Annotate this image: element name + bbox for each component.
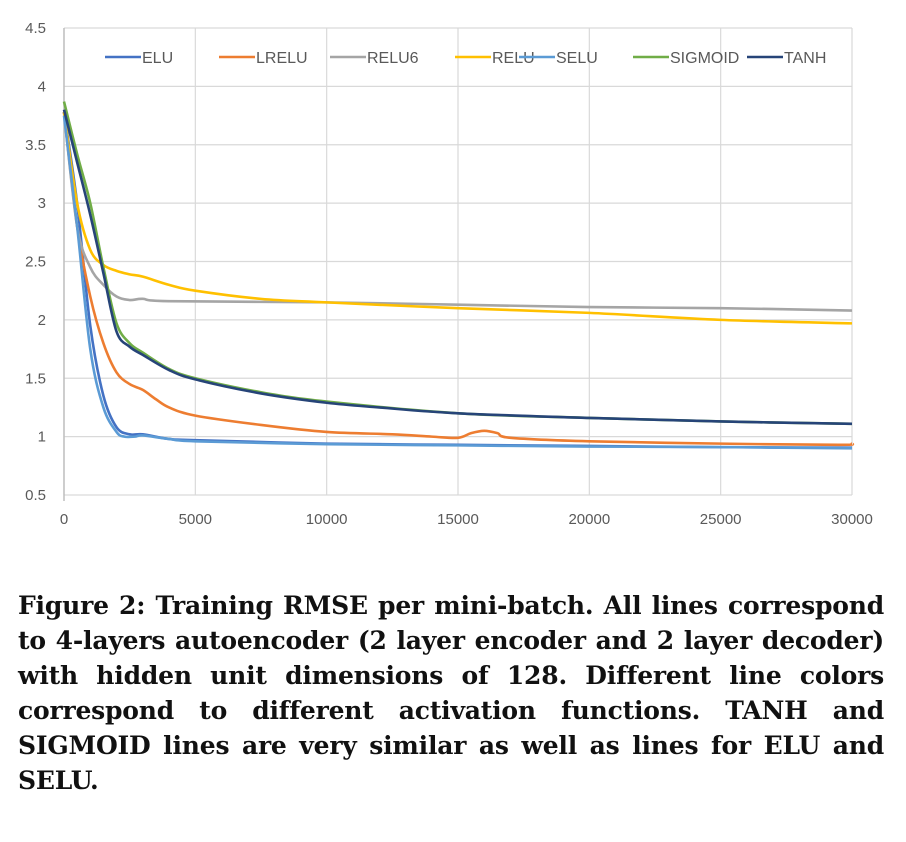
y-tick-label: 4 (38, 78, 46, 95)
legend-label: ELU (142, 50, 173, 67)
y-tick-label: 4.5 (25, 20, 46, 37)
y-tick-label: 3.5 (25, 137, 46, 154)
y-tick-label: 2.5 (25, 254, 46, 271)
x-tick-label: 15000 (437, 511, 479, 528)
series-line-relu (62, 111, 853, 325)
legend-label: TANH (784, 50, 826, 67)
x-tick-label: 10000 (306, 511, 348, 528)
y-tick-label: 2 (38, 312, 46, 329)
x-tick-label: 25000 (700, 511, 742, 528)
legend-label: RELU6 (367, 50, 419, 67)
legend-label: LRELU (256, 50, 308, 67)
legend-label: RELU (492, 50, 535, 67)
legend-label: SELU (556, 50, 598, 67)
x-tick-label: 0 (60, 511, 68, 528)
series-lines (62, 101, 855, 450)
y-tick-label: 0.5 (25, 487, 46, 504)
series-line-relu6 (62, 111, 853, 312)
series-line-tanh (62, 109, 853, 426)
y-tick-label: 3 (38, 195, 46, 212)
series-line-lrelu (62, 111, 855, 447)
y-tick-label: 1.5 (25, 370, 46, 387)
legend: ELU LRELU RELU6 RELU SELU SIGMOID TANH (105, 50, 826, 67)
figure-caption: Figure 2: Training RMSE per mini-batch. … (18, 591, 884, 795)
tick-labels: 0.5 1 1.5 2 2.5 3 3.5 4 4.5 0 5000 10000 15000 20000 2… (25, 20, 873, 528)
x-tick-label: 20000 (568, 511, 610, 528)
series-line-selu (62, 115, 853, 450)
grid (63, 27, 853, 501)
x-tick-label: 5000 (179, 511, 212, 528)
x-tick-label: 30000 (831, 511, 873, 528)
line-chart: 0.5 1 1.5 2 2.5 3 3.5 4 4.5 0 5000 10000 15000 20000 2… (25, 20, 873, 528)
y-tick-label: 1 (38, 429, 46, 446)
legend-label: SIGMOID (670, 50, 739, 67)
